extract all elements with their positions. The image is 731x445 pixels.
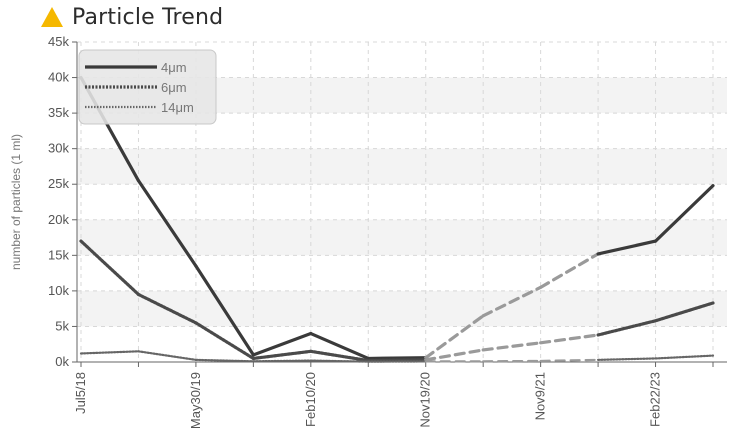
series-segment-1: [539, 333, 600, 345]
series-segment-1: [481, 341, 543, 352]
series-segment-2: [539, 358, 600, 363]
x-tick-label: May30/19: [188, 372, 203, 429]
series-segment-1: [136, 292, 198, 325]
series-segment-0: [251, 331, 313, 357]
series-segment-0: [424, 314, 485, 360]
series-segment-1: [366, 358, 428, 363]
series-segment-1: [194, 321, 255, 361]
series-segment-2: [596, 357, 657, 361]
x-tick-label: Nov9/21: [533, 372, 548, 420]
series-segment-0: [596, 239, 658, 256]
series-segment-1: [309, 349, 370, 363]
y-tick-label: 35k: [48, 105, 69, 120]
series-segment-0: [309, 331, 370, 361]
legend-label: 6μm: [161, 80, 187, 95]
series-segment-1: [596, 319, 658, 337]
y-tick-label: 30k: [48, 141, 69, 156]
y-tick-label: 45k: [48, 34, 69, 49]
series-segment-1: [251, 349, 313, 361]
y-tick-label: 5k: [55, 318, 69, 333]
series-segment-2: [194, 358, 255, 363]
chart-title: Particle Trend: [72, 4, 224, 30]
x-tick-label: Feb10/20: [303, 372, 318, 427]
series-segment-0: [539, 252, 600, 289]
series-segment-0: [653, 184, 715, 243]
grid-band: [77, 290, 727, 327]
series-segment-2: [137, 350, 198, 361]
legend-label: 14μm: [161, 100, 194, 115]
series-segment-1: [653, 301, 715, 323]
y-tick-label: 20k: [48, 212, 69, 227]
x-tick-label: Jul5/18: [73, 372, 88, 414]
series-segment-1: [79, 239, 141, 297]
legend-label: 4μm: [161, 60, 187, 75]
series-segment-0: [136, 179, 198, 268]
y-tick-label: 25k: [48, 176, 69, 191]
y-tick-label: 40k: [48, 70, 69, 85]
y-tick-label: 0k: [55, 354, 69, 369]
chart-header: Particle Trend: [40, 2, 223, 32]
series-segment-2: [309, 359, 370, 363]
y-tick-label: 10k: [48, 283, 69, 298]
series-segment-0: [366, 356, 428, 361]
grid-band: [77, 219, 727, 256]
x-tick-label: Feb22/23: [648, 372, 663, 427]
y-tick-label: 15k: [48, 247, 69, 262]
series-segment-0: [194, 264, 255, 357]
series-segment-1: [424, 348, 485, 362]
x-tick-label: Nov19/20: [418, 372, 433, 428]
grid-band: [77, 148, 727, 185]
series-segment-2: [252, 359, 312, 363]
series-segment-2: [79, 350, 140, 355]
y-axis-label: number of particles (1 ml): [9, 134, 23, 270]
warning-icon: [41, 7, 63, 27]
series-segment-0: [481, 285, 543, 318]
series-segment-2: [654, 354, 715, 360]
